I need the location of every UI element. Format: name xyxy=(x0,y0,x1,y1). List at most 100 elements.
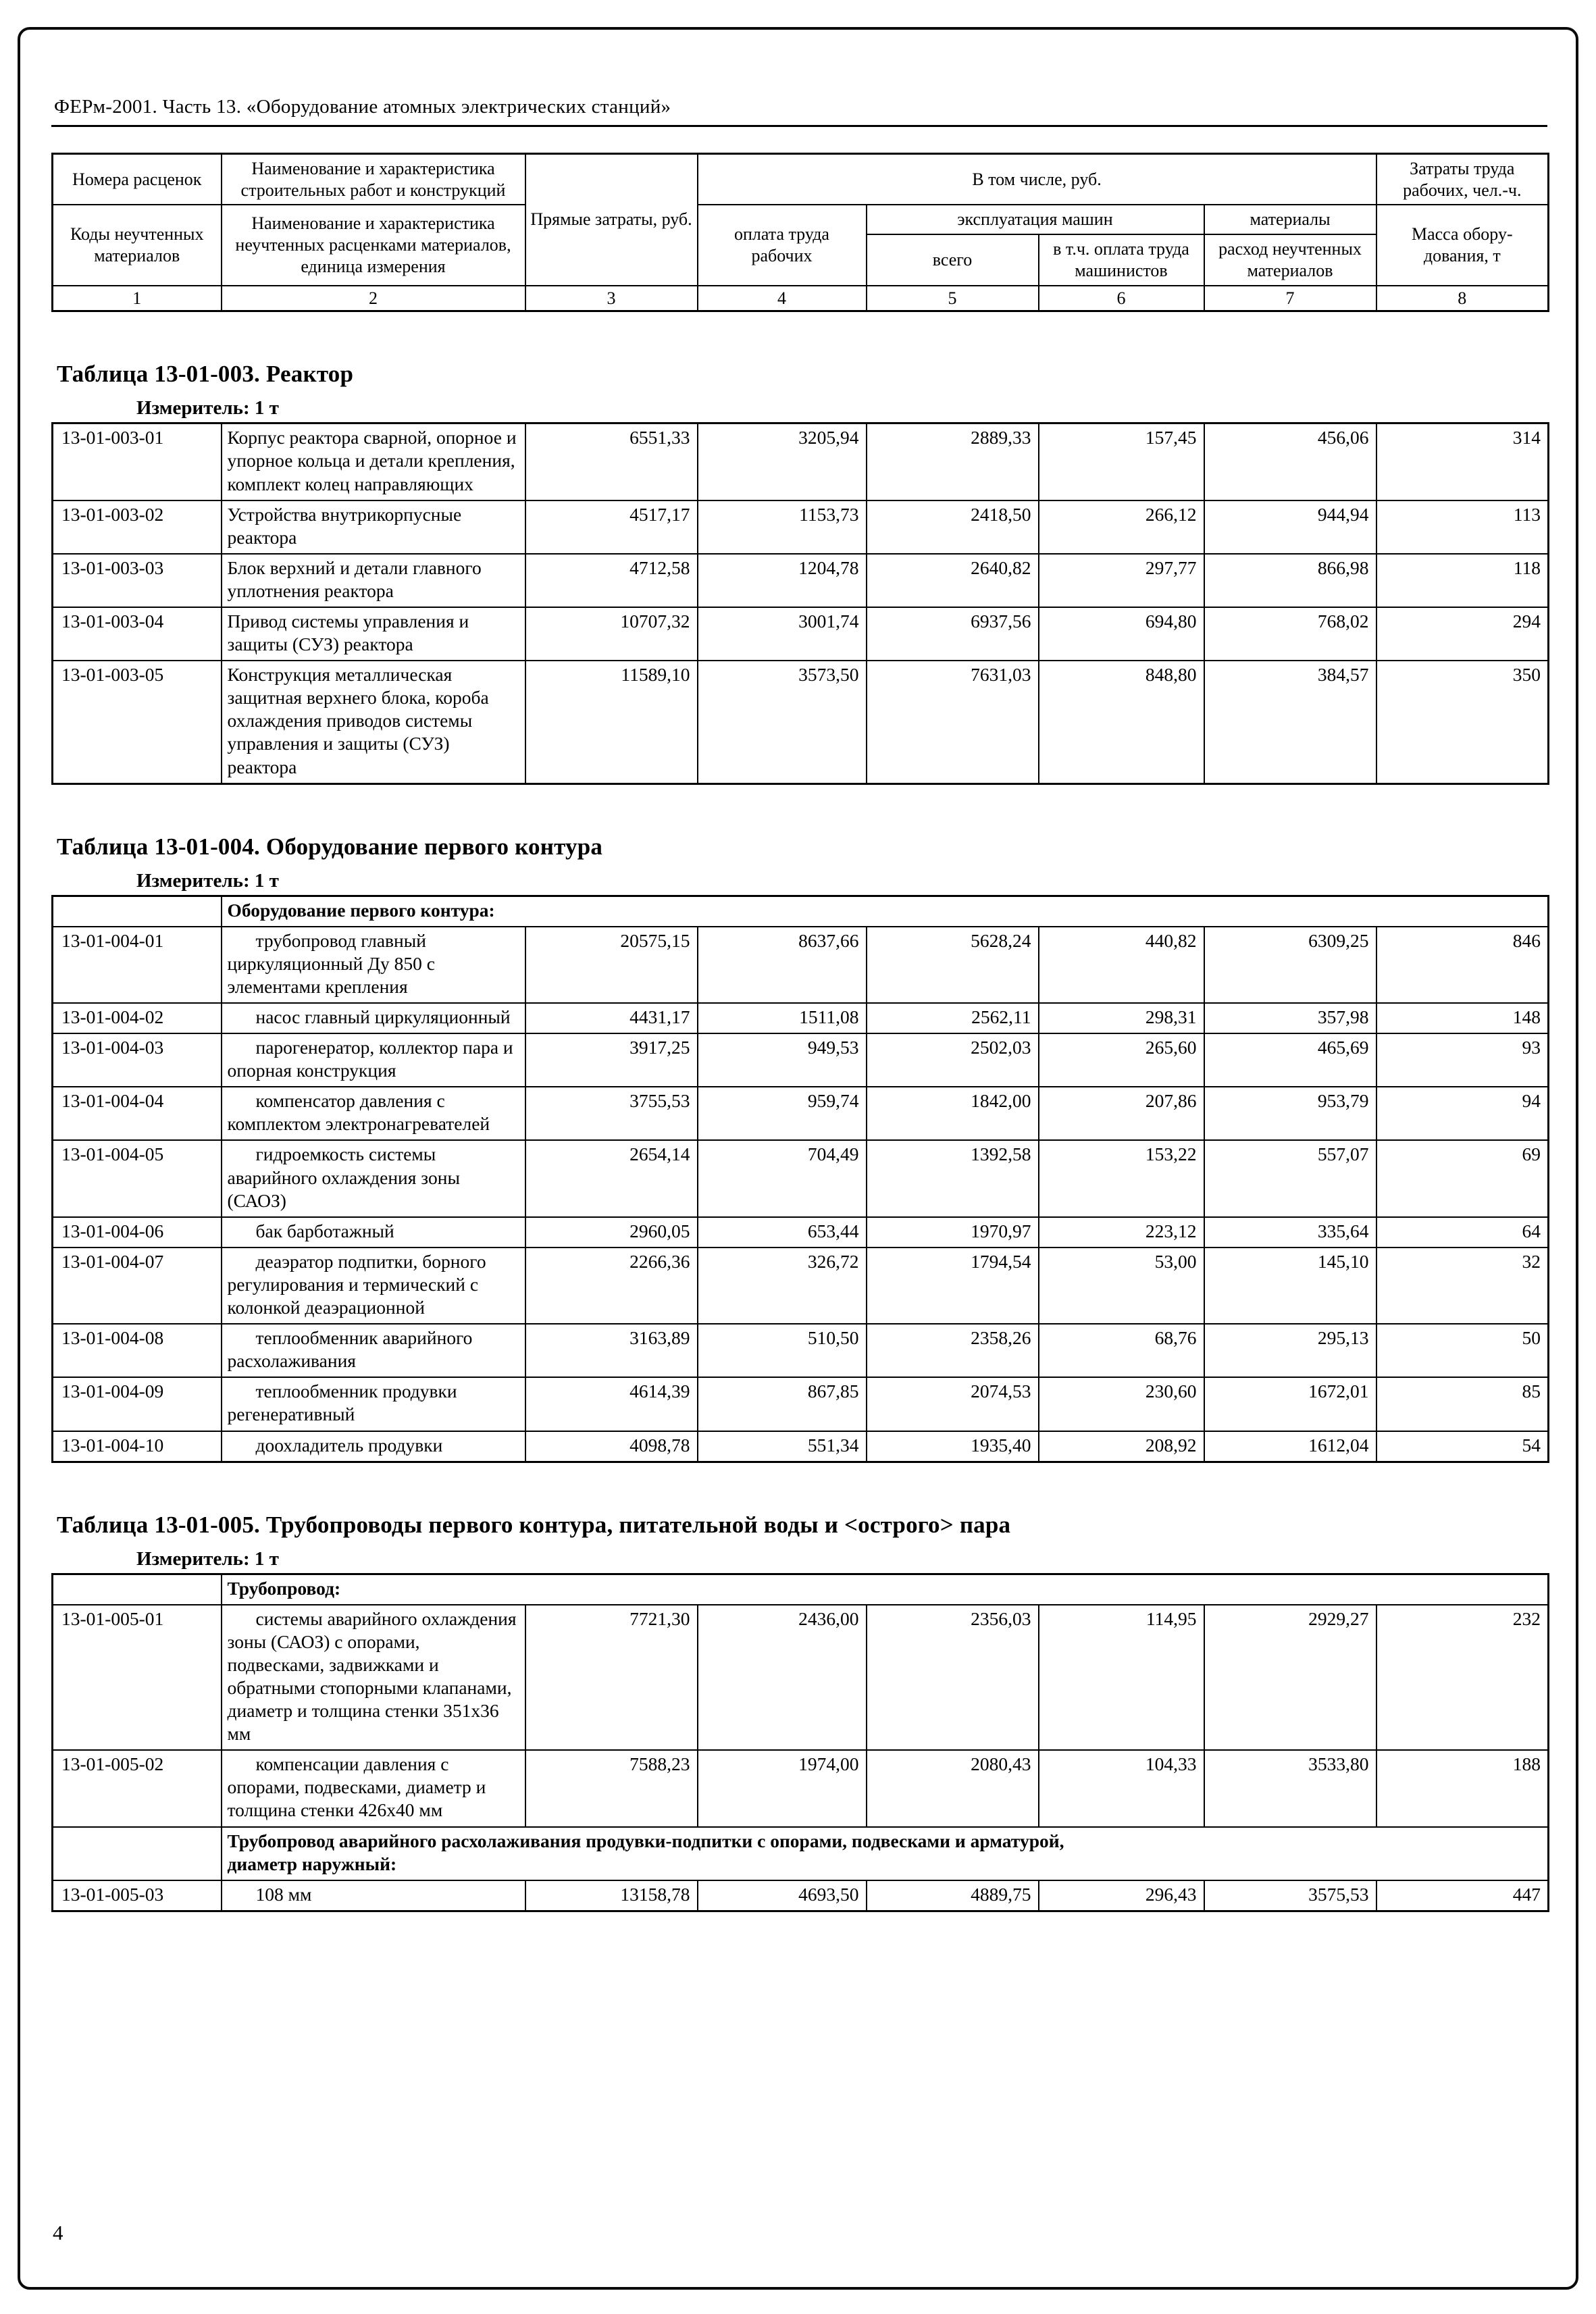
rate-name: системы аварийного охлаждения зоны (САОЗ… xyxy=(220,1603,526,1751)
rate-name: Корпус реактора сварной, опорное и упорн… xyxy=(220,422,526,501)
rate-value: 11589,10 xyxy=(524,660,698,785)
rate-code: 13-01-004-10 xyxy=(51,1430,222,1463)
rate-value: 3205,94 xyxy=(696,422,867,501)
rate-value: 357,98 xyxy=(1203,1002,1377,1035)
rate-row: 13-01-005-01 системы аварийного охлаждени… xyxy=(51,1603,1549,1751)
rate-value: 118 xyxy=(1375,552,1549,608)
header-row-top: Номера расценок Наименование и характери… xyxy=(51,153,1549,286)
rate-code: 13-01-005-02 xyxy=(51,1749,222,1828)
subheader-text: Трубопровод аварийного расхолаживания пр… xyxy=(220,1826,1549,1881)
column-number-1: 1 xyxy=(51,284,222,312)
rate-value: 944,94 xyxy=(1203,499,1377,555)
page-number: 4 xyxy=(53,2221,63,2244)
header-rate-numbers-label: Номера расценок xyxy=(51,153,222,206)
rate-value: 50 xyxy=(1375,1323,1549,1379)
rate-row: 13-01-003-03 Блок верхний и детали главно… xyxy=(51,552,1549,608)
rate-value: 3163,89 xyxy=(524,1323,698,1379)
rate-value: 1204,78 xyxy=(696,552,867,608)
rate-value: 230,60 xyxy=(1037,1377,1205,1432)
rate-value: 85 xyxy=(1375,1377,1549,1432)
rate-value: 867,85 xyxy=(696,1377,867,1432)
rate-value: 13158,78 xyxy=(524,1879,698,1912)
rate-value: 295,13 xyxy=(1203,1323,1377,1379)
rate-name: теплообменник аварийного расхолаживания xyxy=(220,1323,526,1379)
rate-value: 1672,01 xyxy=(1203,1377,1377,1432)
rates-table: Оборудование первого контура: 13-01-004-0… xyxy=(51,894,1550,1463)
rate-code: 13-01-004-07 xyxy=(51,1246,222,1325)
table-subheader-row: Оборудование первого контура: xyxy=(51,895,1549,927)
rate-value: 653,44 xyxy=(696,1216,867,1248)
header-labor-costs-label: Затраты труда рабочих, чел.-ч. xyxy=(1375,153,1549,206)
rate-value: 326,72 xyxy=(696,1246,867,1325)
rate-value: 1392,58 xyxy=(865,1139,1039,1218)
rate-name: трубопровод главный циркуляционный Ду 85… xyxy=(220,925,526,1004)
rate-value: 113 xyxy=(1375,499,1549,555)
rate-value: 296,43 xyxy=(1037,1879,1205,1912)
rate-value: 768,02 xyxy=(1203,606,1377,662)
sections-container: Таблица 13-01-003. Реактор Измеритель: 1 … xyxy=(51,361,1550,1912)
rate-value: 2960,05 xyxy=(524,1216,698,1248)
rate-value: 2889,33 xyxy=(865,422,1039,501)
rate-row: 13-01-003-02 Устройства внутрикорпусные р… xyxy=(51,499,1549,555)
rate-value: 959,74 xyxy=(696,1086,867,1141)
rate-code: 13-01-004-08 xyxy=(51,1323,222,1379)
rate-value: 704,49 xyxy=(696,1139,867,1218)
rate-name: насос главный циркуляционный xyxy=(220,1002,526,1035)
rate-row: 13-01-005-03 108 мм 13158,78 4693,50 4889,75… xyxy=(51,1879,1549,1912)
rate-value: 335,64 xyxy=(1203,1216,1377,1248)
rate-value: 2358,26 xyxy=(865,1323,1039,1379)
rate-value: 440,82 xyxy=(1037,925,1205,1004)
rate-value: 3755,53 xyxy=(524,1086,698,1141)
rate-value: 350 xyxy=(1375,660,1549,785)
rate-value: 2074,53 xyxy=(865,1377,1039,1432)
rate-value: 4614,39 xyxy=(524,1377,698,1432)
rate-value: 384,57 xyxy=(1203,660,1377,785)
rate-code: 13-01-004-05 xyxy=(51,1139,222,1218)
rate-value: 4517,17 xyxy=(524,499,698,555)
rate-row: 13-01-004-02 насос главный циркуляционный… xyxy=(51,1002,1549,1035)
rate-value: 208,92 xyxy=(1037,1430,1205,1463)
rate-code: 13-01-003-04 xyxy=(51,606,222,662)
table-subheader-row: Трубопровод аварийного расхолаживания пр… xyxy=(51,1826,1549,1881)
rate-table-section: Таблица 13-01-004. Оборудование первого … xyxy=(51,833,1550,1463)
column-number-6: 6 xyxy=(1037,284,1205,312)
rate-value: 1974,00 xyxy=(696,1749,867,1828)
rate-value: 949,53 xyxy=(696,1033,867,1088)
rate-value: 1970,97 xyxy=(865,1216,1039,1248)
rate-value: 2080,43 xyxy=(865,1749,1039,1828)
rate-table-section: Таблица 13-01-003. Реактор Измеритель: 1 … xyxy=(51,361,1549,785)
header-direct-costs-label: Прямые затраты, руб. xyxy=(524,153,698,286)
rate-value: 6309,25 xyxy=(1203,925,1377,1004)
rate-code: 13-01-003-01 xyxy=(51,422,222,501)
rate-value: 7588,23 xyxy=(524,1749,698,1828)
rate-row: 13-01-004-10 доохладитель продувки 4098,78… xyxy=(51,1430,1549,1463)
rate-row: 13-01-003-01 Корпус реактора сварной, опо… xyxy=(51,422,1549,501)
header-work-name-label: Наименование и характеристика строительн… xyxy=(220,153,526,206)
rate-value: 2502,03 xyxy=(865,1033,1039,1088)
column-number-7: 7 xyxy=(1203,284,1377,312)
table-subheader-row: Трубопровод: xyxy=(51,1573,1549,1605)
rate-name: Конструкция металлическая защитная верхн… xyxy=(220,660,526,785)
rate-value: 68,76 xyxy=(1037,1323,1205,1379)
rate-name: гидроемкость системы аварийного охлажден… xyxy=(220,1139,526,1218)
rate-value: 2929,27 xyxy=(1203,1603,1377,1751)
rate-value: 266,12 xyxy=(1037,499,1205,555)
header-material-name-label: Наименование и характеристика неучтенных… xyxy=(220,204,526,286)
rate-value: 93 xyxy=(1375,1033,1549,1088)
header-materials-consumption-label: расход неучтенных материалов xyxy=(1203,234,1377,286)
rate-code: 13-01-005-01 xyxy=(51,1603,222,1751)
rate-code: 13-01-004-06 xyxy=(51,1216,222,1248)
rate-value: 2418,50 xyxy=(865,499,1039,555)
rate-value: 104,33 xyxy=(1037,1749,1205,1828)
rate-value: 694,80 xyxy=(1037,606,1205,662)
rate-value: 2356,03 xyxy=(865,1603,1039,1751)
rate-code: 13-01-005-03 xyxy=(51,1879,222,1912)
rate-name: Устройства внутрикорпусные реактора xyxy=(220,499,526,555)
section-measure: Измеритель: 1 т xyxy=(136,1547,279,1570)
rate-value: 3575,53 xyxy=(1203,1879,1377,1912)
rate-value: 465,69 xyxy=(1203,1033,1377,1088)
rate-name: доохладитель продувки xyxy=(220,1430,526,1463)
rate-row: 13-01-004-06 бак барботажный 2960,05 653,44… xyxy=(51,1216,1549,1248)
rate-value: 848,80 xyxy=(1037,660,1205,785)
rates-table: 13-01-003-01 Корпус реактора сварной, опо… xyxy=(51,422,1549,785)
